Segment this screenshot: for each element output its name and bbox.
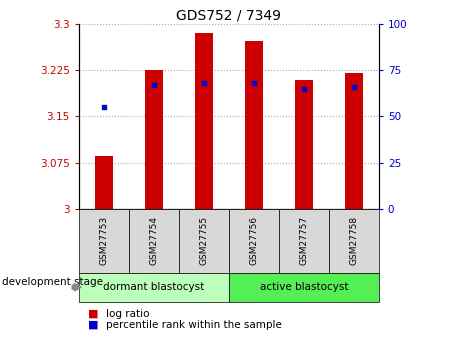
Text: log ratio: log ratio (106, 309, 149, 319)
Text: active blastocyst: active blastocyst (260, 282, 348, 292)
Text: ■: ■ (88, 320, 98, 330)
Text: GSM27756: GSM27756 (249, 216, 258, 265)
Text: GSM27758: GSM27758 (350, 216, 359, 265)
Bar (245, 41, 262, 209)
Text: GSM27753: GSM27753 (99, 216, 108, 265)
Bar (95, 156, 113, 209)
Text: development stage: development stage (2, 277, 103, 287)
Text: dormant blastocyst: dormant blastocyst (103, 282, 205, 292)
Text: GDS752 / 7349: GDS752 / 7349 (176, 9, 281, 23)
Text: GSM27755: GSM27755 (199, 216, 208, 265)
Bar (345, 73, 363, 209)
Text: GSM27754: GSM27754 (149, 216, 158, 265)
Text: percentile rank within the sample: percentile rank within the sample (106, 320, 282, 330)
Bar (145, 70, 163, 209)
Bar (195, 33, 212, 209)
Bar (295, 79, 313, 209)
Text: ■: ■ (88, 309, 98, 319)
Text: GSM27757: GSM27757 (299, 216, 308, 265)
